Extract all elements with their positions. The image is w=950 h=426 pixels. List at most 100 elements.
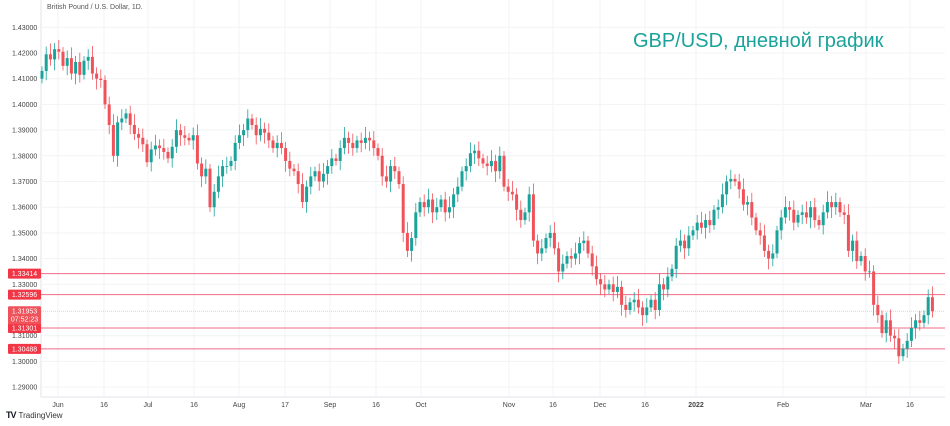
candle-body — [242, 130, 246, 136]
tradingview-logo[interactable]: TV TradingView — [6, 410, 63, 420]
candle — [834, 192, 838, 215]
candle — [863, 248, 867, 281]
candle — [95, 67, 99, 90]
candle-body — [683, 240, 687, 249]
candle-body — [901, 348, 905, 357]
candle-body — [145, 144, 149, 163]
candle — [506, 178, 510, 202]
candle-body — [758, 230, 762, 236]
candle — [754, 212, 758, 235]
candle-body — [195, 135, 199, 164]
candle-body — [607, 284, 611, 290]
candle-body — [103, 79, 107, 105]
candle — [662, 278, 666, 301]
candle-body — [401, 184, 405, 233]
candle — [473, 144, 477, 165]
candle — [771, 244, 775, 267]
candle — [485, 155, 489, 176]
grid — [40, 0, 945, 398]
candle-body — [519, 209, 523, 221]
candle-body — [443, 199, 447, 213]
candle-body — [624, 304, 628, 310]
candle — [582, 231, 586, 251]
candle-body — [527, 194, 531, 213]
candle-body — [687, 235, 691, 249]
x-tick-label: 17 — [281, 402, 289, 409]
candle-body — [292, 168, 296, 172]
candle — [321, 162, 325, 188]
candle-body — [540, 248, 544, 254]
candle — [918, 311, 922, 331]
candle-body — [120, 118, 124, 123]
candle — [158, 139, 162, 159]
candle-body — [926, 297, 930, 316]
candle — [57, 39, 61, 60]
candle — [422, 194, 426, 217]
candle-body — [187, 137, 191, 141]
candle — [69, 47, 73, 80]
candle-body — [263, 128, 267, 133]
candle-body — [754, 217, 758, 231]
candle-body — [397, 171, 401, 185]
candle — [292, 164, 296, 176]
candle-body — [271, 140, 275, 149]
x-tick-label: 16 — [549, 402, 557, 409]
candle — [846, 204, 850, 258]
candle — [531, 183, 535, 247]
candle — [61, 47, 65, 71]
candle-body — [414, 212, 418, 239]
candle-body — [132, 124, 136, 134]
candle-body — [695, 222, 699, 231]
candle — [179, 123, 183, 147]
candle — [414, 203, 418, 246]
candle-body — [494, 160, 498, 172]
candle-body — [61, 51, 65, 66]
candle-body — [779, 217, 783, 231]
candle-body — [69, 58, 73, 74]
candle — [426, 188, 430, 214]
candle-body — [506, 186, 510, 192]
candle — [242, 123, 246, 147]
x-tick-label: Feb — [777, 402, 789, 409]
candle — [821, 204, 825, 235]
candle — [74, 55, 78, 85]
candle-body — [674, 245, 678, 269]
candle — [128, 105, 132, 135]
candle — [569, 248, 573, 268]
candle — [359, 132, 363, 153]
candle-body — [548, 232, 552, 239]
y-tick-label: 1.38000 — [12, 153, 37, 160]
candle-body — [594, 266, 598, 280]
candle-body — [342, 137, 346, 149]
candle — [258, 118, 262, 142]
candle-body — [746, 202, 750, 205]
candle-body — [628, 302, 632, 310]
level-label-bg — [8, 268, 41, 279]
candle — [657, 273, 661, 317]
candle-body — [578, 243, 582, 254]
candle-body — [830, 202, 834, 208]
candle — [120, 109, 124, 131]
candle-body — [208, 168, 212, 208]
level-label-bg — [8, 289, 41, 300]
candle-body — [422, 202, 426, 208]
candle — [149, 141, 153, 172]
candle — [216, 165, 220, 198]
candle — [725, 175, 729, 206]
x-tick-label: Dec — [594, 402, 607, 409]
candle-body — [334, 158, 338, 161]
candle — [183, 125, 187, 146]
candle-body — [229, 160, 233, 167]
candle-body — [611, 284, 615, 293]
candle-body — [712, 209, 716, 226]
candle-body — [704, 220, 708, 228]
candle-body — [481, 158, 485, 164]
candle — [855, 231, 859, 269]
candle-body — [452, 194, 456, 208]
candle — [90, 46, 94, 80]
x-axis: Jun 16 Jul 16 Aug 17 Sep 16 Oct Nov 16 Dec 16 2022 Feb… — [52, 402, 914, 409]
candle — [867, 260, 871, 278]
candle — [804, 201, 808, 224]
candle-body — [309, 176, 313, 187]
